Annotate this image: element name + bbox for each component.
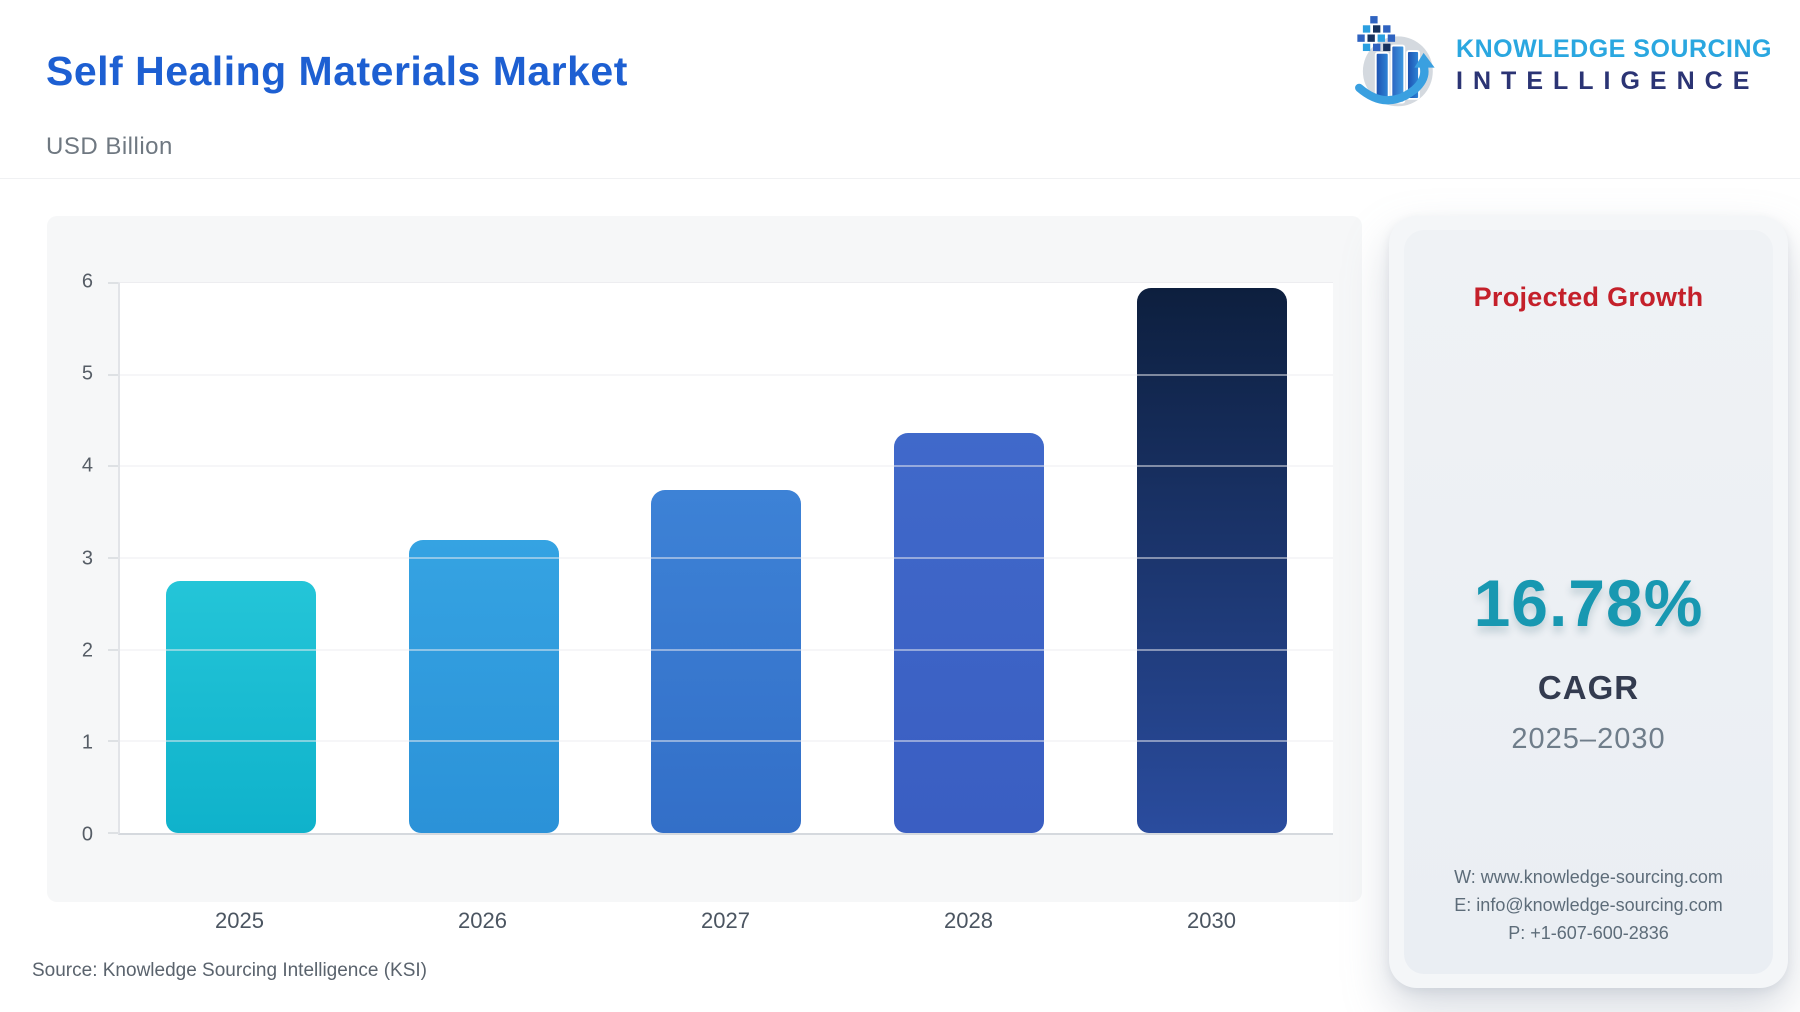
bar-slot xyxy=(363,283,606,833)
y-tick-label: 0 xyxy=(81,823,93,846)
page-title: Self Healing Materials Market xyxy=(46,48,628,94)
source-note: Source: Knowledge Sourcing Intelligence … xyxy=(32,960,428,981)
bar-slot xyxy=(848,283,1091,833)
y-tick-mark xyxy=(108,374,118,376)
y-tick-label: 6 xyxy=(81,270,93,293)
y-axis: 0 1 2 3 4 5 6 xyxy=(47,271,105,846)
y-tick-mark xyxy=(108,832,118,834)
company-logo: KNOWLEDGE SOURCING INTELLIGENCE xyxy=(1350,14,1772,117)
contact-block: W: www.knowledge-sourcing.com E: info@kn… xyxy=(1404,864,1773,948)
logo-line1: KNOWLEDGE SOURCING xyxy=(1456,35,1772,64)
gridline xyxy=(120,649,1333,651)
contact-phone: P: +1-607-600-2836 xyxy=(1508,923,1669,944)
y-tick-mark xyxy=(108,557,118,559)
y-tick-mark xyxy=(108,740,118,742)
x-axis-label: 2026 xyxy=(458,908,507,933)
gridline xyxy=(120,374,1333,376)
gridline xyxy=(120,557,1333,559)
page-subtitle: USD Billion xyxy=(46,133,173,160)
gridline xyxy=(120,465,1333,467)
growth-heading: Projected Growth xyxy=(1473,282,1704,312)
bar-2028 xyxy=(894,433,1045,833)
chart-panel: 0 1 2 3 4 5 6 xyxy=(47,216,1362,902)
cagr-label: CAGR xyxy=(1537,669,1640,706)
y-tick-label: 3 xyxy=(81,547,93,569)
y-tick-label: 2 xyxy=(81,639,93,662)
projected-growth-card: Projected Growth 16.78% CAGR 2025–2030 W… xyxy=(1389,216,1788,988)
bar-slot xyxy=(605,283,848,833)
bar-2027 xyxy=(651,490,802,833)
y-tick-label: 4 xyxy=(81,454,93,477)
bar-2025 xyxy=(166,580,317,833)
contact-website: W: www.knowledge-sourcing.com xyxy=(1454,867,1723,888)
x-axis-labels: 2025 2026 2027 2028 2030 xyxy=(118,908,1333,934)
x-axis-label: 2028 xyxy=(944,908,993,933)
bar-slot xyxy=(1090,283,1333,833)
header-divider xyxy=(0,178,1800,179)
y-tick-mark xyxy=(108,282,118,284)
x-axis-label: 2025 xyxy=(215,908,264,933)
bar-2026 xyxy=(408,539,559,833)
projected-growth-card-inner: Projected Growth 16.78% CAGR 2025–2030 W… xyxy=(1404,230,1773,974)
bar-slot xyxy=(120,283,363,833)
plot-area xyxy=(108,282,1333,835)
cagr-period: 2025–2030 xyxy=(1511,723,1666,755)
y-tick-label: 5 xyxy=(81,362,93,385)
y-tick-label: 1 xyxy=(81,731,93,754)
logo-globe-chart-icon xyxy=(1350,14,1442,117)
y-tick-mark xyxy=(108,465,118,467)
x-axis-label: 2027 xyxy=(701,908,750,933)
logo-text: KNOWLEDGE SOURCING INTELLIGENCE xyxy=(1456,34,1772,97)
x-axis-label: 2030 xyxy=(1187,908,1236,933)
y-tick-mark xyxy=(108,649,118,651)
logo-line2: INTELLIGENCE xyxy=(1456,66,1760,95)
bars-row xyxy=(120,283,1333,833)
bar-2030 xyxy=(1136,287,1287,833)
contact-email: E: info@knowledge-sourcing.com xyxy=(1454,895,1723,916)
cagr-value: 16.78% xyxy=(1473,566,1704,640)
gridline xyxy=(120,740,1333,742)
